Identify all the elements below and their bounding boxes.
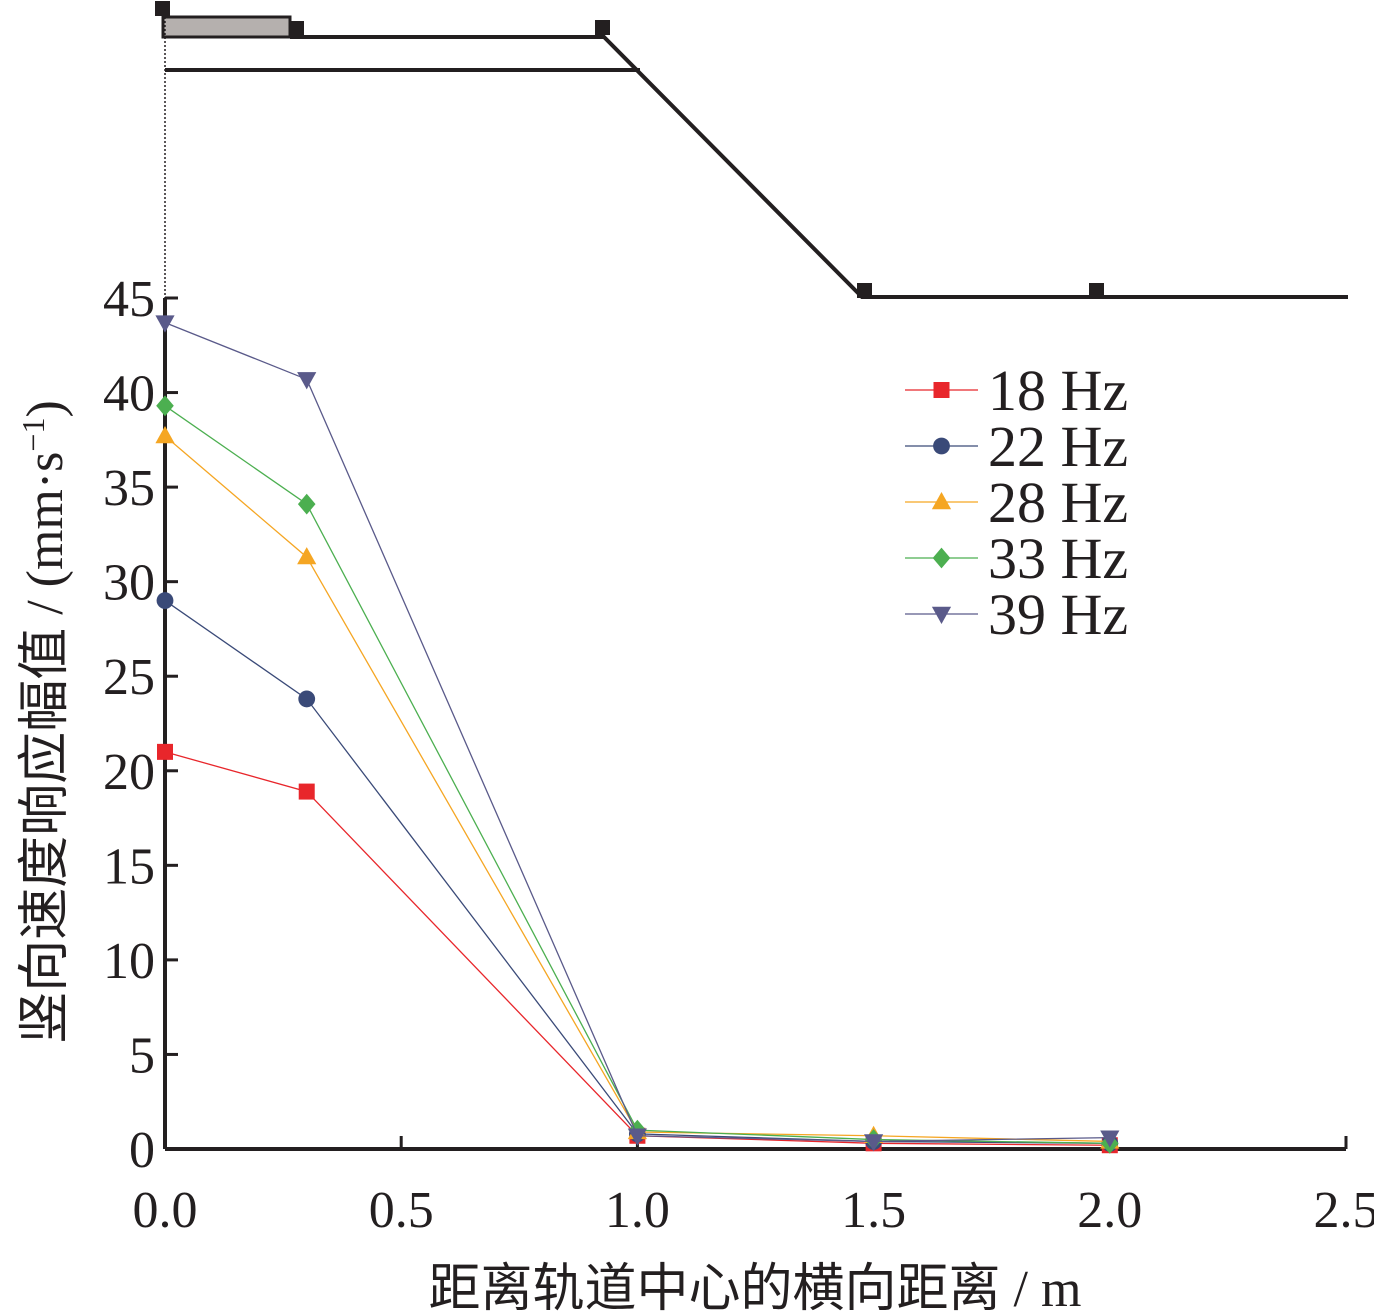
data-point <box>297 547 317 565</box>
legend-item: 33 Hz <box>905 526 1128 591</box>
data-point <box>157 743 173 760</box>
legend-label: 33 Hz <box>988 526 1128 591</box>
data-point <box>297 493 316 515</box>
series-layer <box>155 315 1120 1154</box>
data-point <box>627 1128 647 1146</box>
y-axis-title-superscript: −1 <box>15 418 51 452</box>
legend-marker <box>933 437 950 455</box>
series-39-hz <box>155 315 1120 1152</box>
series-18-hz <box>157 743 1118 1154</box>
y-tick-label: 10 <box>103 933 155 990</box>
y-axis-title-close: ) <box>17 400 74 417</box>
schematic-point-marker <box>857 283 872 298</box>
data-point <box>298 783 315 800</box>
data-point <box>864 1134 884 1152</box>
y-tick-label: 40 <box>103 366 155 423</box>
x-tick-label: 1.0 <box>605 1182 670 1239</box>
data-point <box>156 592 174 609</box>
y-tick-label: 5 <box>129 1027 155 1084</box>
y-tick-label: 0 <box>129 1122 155 1179</box>
data-point <box>297 372 317 390</box>
y-axis-title: 竖向速度响应幅值 / (mm·s−1) <box>15 400 74 1044</box>
legend-marker <box>931 492 952 510</box>
legend-marker <box>933 382 950 398</box>
legend-label: 18 Hz <box>988 358 1128 423</box>
data-point <box>155 426 175 444</box>
x-axis-title: 距离轨道中心的横向距离 / m <box>429 1261 1082 1316</box>
schematic-point-marker <box>289 21 304 36</box>
y-axis-title-main: 竖向速度响应幅值 / (mm·s <box>17 452 74 1044</box>
legend-label: 22 Hz <box>988 414 1128 479</box>
y-tick-label: 45 <box>103 271 155 328</box>
legend-item: 22 Hz <box>905 414 1128 479</box>
x-tick-label: 0.5 <box>369 1182 434 1239</box>
series-line <box>164 600 1110 1144</box>
legend-item: 28 Hz <box>905 470 1128 535</box>
data-point <box>298 690 316 708</box>
series-22-hz <box>156 592 1119 1152</box>
y-tick-label: 30 <box>103 555 155 612</box>
legend-marker <box>931 606 952 624</box>
series-line <box>164 405 1110 1144</box>
y-tick-label: 25 <box>103 649 155 706</box>
series-line <box>164 751 1110 1146</box>
y-tick-label: 15 <box>103 838 155 895</box>
x-tick-label: 2.0 <box>1077 1182 1142 1239</box>
axes: 0.0 0.5 1.0 1.5 2.0 2.5 0 5 10 15 20 25 30 35 40 45 <box>103 271 1374 1239</box>
legend-item: 18 Hz <box>905 358 1128 423</box>
x-tick-label: 2.5 <box>1314 1182 1374 1239</box>
sleeper-block <box>161 15 292 39</box>
legend-label: 39 Hz <box>988 582 1128 647</box>
legend-item: 39 Hz <box>905 582 1128 647</box>
track-cross-section-schematic <box>155 1 1348 299</box>
legend-label: 28 Hz <box>988 470 1128 535</box>
series-33-hz <box>156 395 1119 1154</box>
data-point <box>156 395 174 417</box>
data-point <box>155 315 175 333</box>
x-tick-label: 0.0 <box>133 1182 198 1239</box>
y-tick-label: 20 <box>103 744 155 801</box>
legend-marker <box>932 547 951 569</box>
data-point <box>1100 1130 1120 1148</box>
schematic-point-marker <box>595 20 610 35</box>
roadbed-surface-line <box>290 35 1348 299</box>
schematic-point-marker <box>155 1 170 16</box>
schematic-point-marker <box>1089 283 1104 298</box>
x-tick-label: 1.5 <box>841 1182 906 1239</box>
y-tick-label: 35 <box>103 460 155 517</box>
